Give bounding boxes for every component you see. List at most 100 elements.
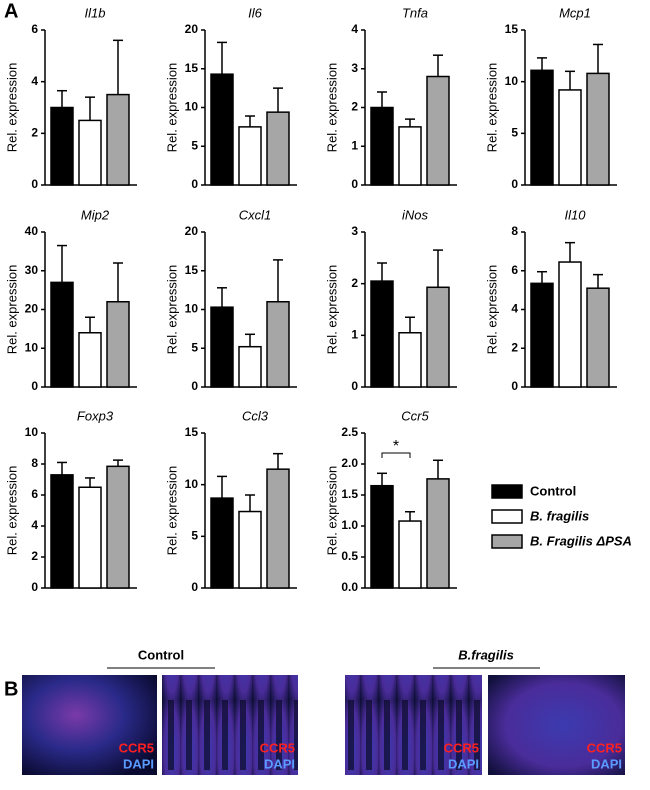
chart-title: Mip2 <box>81 207 110 222</box>
chart-title: iNos <box>402 207 429 222</box>
y-tick-label: 5 <box>191 340 198 354</box>
legend-swatch <box>491 534 523 549</box>
y-tick-label: 15 <box>185 263 199 277</box>
bar <box>586 287 610 388</box>
bar <box>426 75 450 186</box>
bar <box>78 486 102 589</box>
significance-star: * <box>393 438 399 455</box>
bar <box>530 282 554 388</box>
bar <box>210 497 234 589</box>
y-tick-label: 10 <box>185 302 199 316</box>
bar <box>266 301 290 388</box>
significance-bracket <box>381 452 411 458</box>
y-axis-label: Rel. expression <box>4 466 19 556</box>
y-axis-label: Rel. expression <box>4 63 19 153</box>
bar <box>586 72 610 186</box>
y-tick-label: 2 <box>351 100 358 114</box>
bar <box>210 306 234 388</box>
bar <box>266 111 290 186</box>
y-tick-label: 0.5 <box>341 549 358 563</box>
y-tick-label: 6 <box>31 487 38 501</box>
y-tick-label: 5 <box>191 138 198 152</box>
y-tick-label: 10 <box>505 74 519 88</box>
panel-label: B <box>4 678 18 700</box>
y-tick-label: 15 <box>185 61 199 75</box>
y-tick-label: 0 <box>511 379 518 393</box>
y-tick-label: 20 <box>185 224 199 238</box>
micrograph <box>22 675 157 775</box>
bar <box>530 69 554 186</box>
y-tick-label: 3 <box>351 61 358 75</box>
chart-title: Il10 <box>565 207 587 222</box>
legend-swatch <box>491 484 523 499</box>
y-tick-label: 2.5 <box>341 425 358 439</box>
chart-title: Il6 <box>248 5 263 20</box>
stain-label: DAPI <box>591 756 622 771</box>
y-tick-label: 2 <box>31 549 38 563</box>
y-tick-label: 0 <box>31 580 38 594</box>
y-axis-label: Rel. expression <box>324 63 339 153</box>
bar <box>106 93 130 186</box>
y-tick-label: 0 <box>191 580 198 594</box>
chart-title: Cxcl1 <box>239 207 272 222</box>
bar <box>266 468 290 589</box>
chart-title: Mcp1 <box>559 5 591 20</box>
y-tick-label: 0 <box>191 177 198 191</box>
y-tick-label: 2 <box>511 340 518 354</box>
y-tick-label: 40 <box>25 224 39 238</box>
y-tick-label: 4 <box>351 22 358 36</box>
bar <box>50 106 74 186</box>
chart-title: Ccl3 <box>242 408 269 423</box>
stain-label: DAPI <box>123 756 154 771</box>
y-tick-label: 0 <box>511 177 518 191</box>
chart-title: Foxp3 <box>77 408 114 423</box>
bar <box>78 119 102 186</box>
y-tick-label: 6 <box>511 263 518 277</box>
y-tick-label: 6 <box>31 22 38 36</box>
y-axis-label: Rel. expression <box>164 466 179 556</box>
y-tick-label: 0 <box>351 177 358 191</box>
y-tick-label: 20 <box>25 302 39 316</box>
stain-label: CCR5 <box>260 740 295 755</box>
y-tick-label: 15 <box>185 425 199 439</box>
y-tick-label: 4 <box>31 74 38 88</box>
bar <box>106 465 130 589</box>
chart-title: Ccr5 <box>401 408 429 423</box>
y-tick-label: 5 <box>511 126 518 140</box>
stain-label: CCR5 <box>444 740 479 755</box>
stain-label: CCR5 <box>587 740 622 755</box>
micrograph <box>162 675 298 775</box>
y-tick-label: 2 <box>351 276 358 290</box>
y-axis-label: Rel. expression <box>324 466 339 556</box>
bar <box>210 73 234 186</box>
y-tick-label: 10 <box>185 477 199 491</box>
y-axis-label: Rel. expression <box>484 63 499 153</box>
group-label: Control <box>138 647 184 662</box>
legend-swatch <box>491 509 523 524</box>
group-label: B.fragilis <box>458 647 514 662</box>
y-tick-label: 0.0 <box>341 580 358 594</box>
y-tick-label: 2 <box>31 126 38 140</box>
legend-label: B. fragilis <box>530 508 589 523</box>
stain-label: DAPI <box>264 756 295 771</box>
y-tick-label: 15 <box>505 22 519 36</box>
bar <box>50 281 74 388</box>
bar <box>238 345 262 388</box>
bar <box>50 474 74 589</box>
bar <box>558 261 582 388</box>
y-tick-label: 0 <box>351 379 358 393</box>
y-tick-label: 3 <box>351 224 358 238</box>
legend-label: B. Fragilis ΔPSA <box>530 533 632 548</box>
y-tick-label: 8 <box>511 224 518 238</box>
y-tick-label: 5 <box>191 529 198 543</box>
y-tick-label: 10 <box>185 100 199 114</box>
y-tick-label: 2.0 <box>341 456 358 470</box>
bar <box>78 332 102 388</box>
chart-title: Tnfa <box>402 5 428 20</box>
chart-title: Il1b <box>85 5 106 20</box>
y-tick-label: 1 <box>351 328 358 342</box>
bar <box>398 332 422 388</box>
bar <box>370 484 394 589</box>
y-tick-label: 4 <box>511 302 518 316</box>
